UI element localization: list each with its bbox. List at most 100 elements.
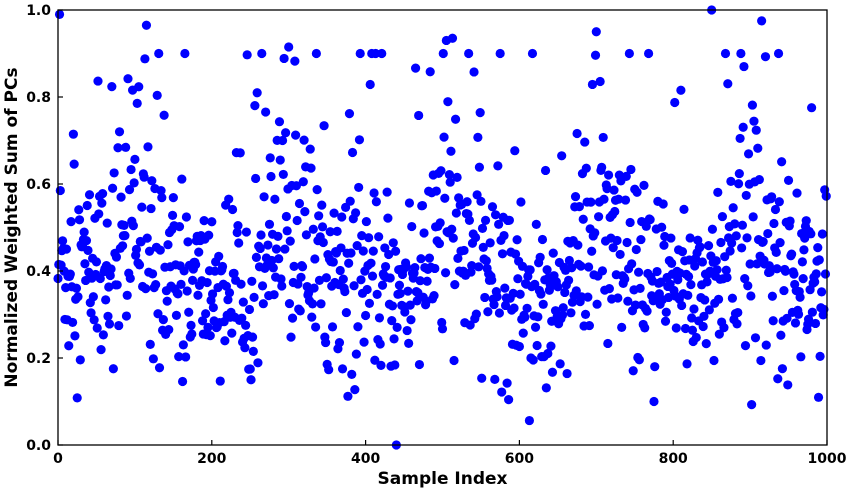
data-point bbox=[261, 107, 271, 117]
data-point bbox=[234, 238, 244, 248]
data-point bbox=[350, 385, 360, 395]
data-point bbox=[204, 230, 214, 240]
data-point bbox=[142, 233, 152, 243]
data-point bbox=[83, 245, 93, 255]
data-point bbox=[338, 274, 348, 284]
data-point bbox=[140, 54, 150, 64]
data-point bbox=[502, 378, 512, 388]
data-point bbox=[621, 171, 631, 181]
data-point bbox=[670, 97, 680, 108]
data-point bbox=[64, 341, 74, 351]
data-point bbox=[562, 368, 572, 379]
data-point bbox=[444, 170, 455, 180]
data-point bbox=[364, 298, 375, 308]
data-point bbox=[143, 142, 153, 152]
data-point bbox=[347, 147, 358, 158]
data-point bbox=[695, 242, 705, 252]
data-point bbox=[557, 151, 567, 161]
data-point bbox=[180, 48, 190, 59]
data-point bbox=[248, 346, 258, 357]
data-point bbox=[761, 340, 771, 350]
data-point bbox=[282, 226, 292, 236]
data-point bbox=[113, 143, 123, 153]
data-point bbox=[707, 224, 718, 234]
data-point bbox=[682, 359, 692, 369]
data-point bbox=[699, 311, 709, 321]
data-point bbox=[151, 280, 161, 290]
data-point bbox=[247, 276, 257, 286]
data-point bbox=[643, 48, 654, 59]
data-point bbox=[702, 277, 712, 287]
data-point bbox=[269, 290, 279, 300]
data-point bbox=[592, 299, 602, 309]
data-point bbox=[401, 262, 411, 272]
data-point bbox=[387, 301, 398, 311]
data-point bbox=[537, 234, 548, 245]
data-point bbox=[584, 320, 594, 331]
data-point bbox=[528, 355, 538, 365]
data-point bbox=[321, 273, 331, 283]
data-point bbox=[773, 374, 783, 384]
data-point bbox=[792, 188, 802, 198]
data-point bbox=[410, 263, 420, 273]
data-point bbox=[728, 203, 738, 213]
data-point bbox=[477, 223, 488, 233]
data-point bbox=[627, 259, 637, 269]
data-point bbox=[590, 228, 600, 238]
data-point bbox=[657, 222, 667, 232]
data-point bbox=[375, 339, 385, 349]
data-point bbox=[663, 292, 674, 303]
data-point bbox=[152, 90, 162, 100]
data-point bbox=[474, 162, 485, 172]
data-point bbox=[414, 359, 425, 370]
data-point bbox=[477, 373, 487, 383]
data-point bbox=[636, 234, 646, 245]
data-point bbox=[687, 313, 697, 323]
data-point bbox=[187, 275, 198, 285]
data-point bbox=[467, 261, 477, 271]
data-point bbox=[587, 79, 598, 90]
data-point bbox=[751, 125, 761, 135]
data-point bbox=[635, 283, 645, 293]
data-point bbox=[287, 313, 298, 323]
data-point bbox=[532, 340, 542, 351]
data-point bbox=[767, 192, 777, 202]
data-point bbox=[557, 310, 568, 320]
data-point bbox=[623, 296, 633, 306]
data-point bbox=[270, 194, 280, 204]
data-point bbox=[157, 193, 167, 203]
data-point bbox=[327, 322, 338, 332]
data-point bbox=[777, 364, 788, 374]
data-point bbox=[813, 392, 824, 402]
x-tick-label: 1000 bbox=[808, 451, 847, 467]
data-point bbox=[123, 74, 133, 84]
data-point bbox=[325, 227, 335, 237]
data-point bbox=[111, 252, 122, 262]
data-point bbox=[306, 163, 316, 173]
data-point bbox=[255, 243, 265, 254]
data-point bbox=[820, 269, 831, 279]
data-point bbox=[745, 259, 755, 269]
data-point bbox=[509, 303, 519, 313]
data-point bbox=[224, 194, 234, 204]
data-point bbox=[727, 238, 737, 248]
data-point bbox=[154, 48, 164, 59]
data-point bbox=[747, 400, 757, 410]
data-point bbox=[376, 360, 386, 370]
data-point bbox=[815, 351, 825, 361]
data-point bbox=[266, 171, 276, 182]
data-point bbox=[645, 215, 655, 225]
data-point bbox=[540, 165, 551, 176]
data-point bbox=[75, 355, 85, 365]
data-point bbox=[312, 185, 322, 195]
data-point bbox=[73, 292, 83, 302]
data-point bbox=[530, 322, 541, 332]
data-point bbox=[434, 238, 445, 249]
data-point bbox=[167, 210, 178, 220]
data-point bbox=[417, 200, 428, 211]
data-point bbox=[739, 61, 749, 72]
data-point bbox=[332, 226, 342, 236]
data-point bbox=[535, 252, 545, 262]
data-point bbox=[676, 85, 686, 95]
data-point bbox=[301, 230, 311, 240]
